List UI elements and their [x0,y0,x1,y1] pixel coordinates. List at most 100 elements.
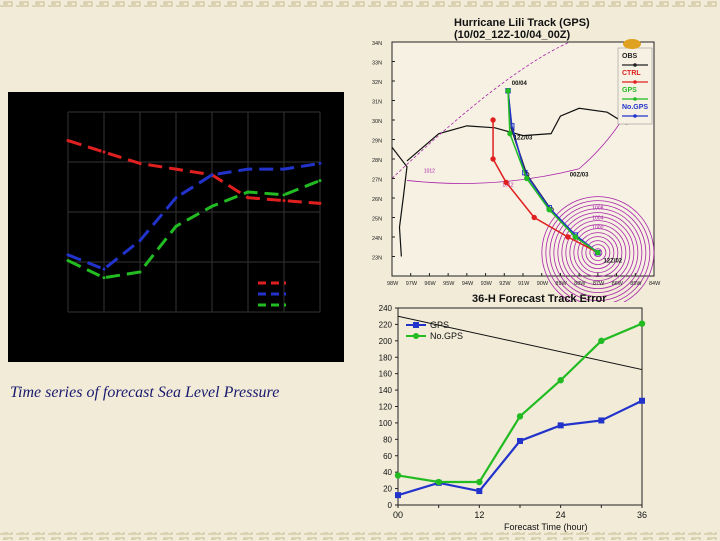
lon-label: 89W [555,281,567,287]
data-point-nogps [516,413,524,420]
pressure-contour [577,232,619,274]
data-point-gps [395,492,401,499]
pressure-contour [589,244,607,262]
track-error-chart: 36-H Forecast Track Error Forecast Time … [379,293,647,532]
legend-label: GPS [430,320,449,330]
slp-point-green [282,193,286,197]
map-legend-label: No.GPS [622,104,648,111]
map-legend-marker [633,97,637,101]
contour-label: 1008 [592,206,603,212]
track-time-label: 00/04 [512,81,528,87]
pressure-contour [581,236,615,270]
y-tick-label: 80 [383,435,392,444]
data-point-nogps [394,472,402,479]
legend-marker [413,333,419,339]
y-tick-label: 220 [379,320,393,329]
slp-point-red [66,139,70,143]
slp-point-blue [138,239,142,243]
track-point-gps [524,175,530,182]
pressure-contour [561,216,635,290]
slp-chart-panel [8,92,344,362]
slp-series-line-green [67,179,321,280]
slp-point-green [138,270,142,274]
track-point-ctrl [565,234,571,240]
map-legend-marker [633,80,637,84]
track-map-title: Hurricane Lili Track (GPS) [454,17,590,29]
slp-point-green [66,259,70,263]
track-time-label: 12Z/03 [514,136,533,142]
pressure-contour [569,224,627,282]
slp-point-red [174,167,178,171]
map-legend-box [617,47,653,125]
slp-point-blue [66,253,70,257]
data-point-nogps [598,337,605,345]
map-legend-label: GPS [622,87,637,94]
y-tick-label: 20 [383,485,392,494]
reference-line [397,315,643,371]
lat-label: 30N [372,119,382,125]
lon-label: 97W [406,281,418,287]
lon-label: 86W [612,281,624,287]
data-point-gps [557,422,564,429]
lat-label: 26N [372,197,382,203]
track-line-gps [507,90,599,254]
track-map-subtitle: (10/02_12Z-10/04_00Z) [454,29,571,41]
logo-blob [623,39,641,49]
track-point-gps [595,249,601,256]
series-line-nogps [397,322,643,484]
lon-label: 91W [518,281,530,287]
y-tick-label: 100 [379,419,393,428]
lat-label: 29N [372,139,382,145]
slp-point-blue [282,167,286,171]
coastline-gulf [406,107,651,162]
data-point-nogps [476,478,483,486]
lon-label: 88W [574,281,586,287]
lon-label: 94W [462,281,474,287]
lat-label: 34N [372,41,382,47]
lon-label: 92W [499,281,511,287]
track-time-label: 00Z/03 [570,173,589,179]
x-tick-label: 36 [637,510,647,520]
y-tick-label: 0 [388,501,393,510]
y-tick-label: 240 [379,304,393,313]
contour-label: 1004 [592,215,603,221]
chart-title: 36-H Forecast Track Error [472,293,607,305]
track-time-label: 12Z/02 [603,258,622,264]
slp-point-blue [210,173,214,177]
slp-point-blue [102,267,106,271]
y-tick-label: 200 [379,337,393,346]
lon-label: 96W [424,281,436,287]
pressure-contour [553,208,643,298]
slp-point-green [210,204,214,208]
x-tick-label: 12 [474,510,484,520]
slp-point-blue [318,161,322,165]
data-point-nogps [638,320,646,327]
y-tick-label: 180 [379,353,393,362]
map-legend-marker [633,63,637,67]
lat-label: 32N [372,80,382,86]
track-point-gps [507,130,513,137]
lon-label: 98W [387,281,399,287]
track-map-panel: Hurricane Lili Track (GPS) (10/02_12Z-10… [370,14,662,310]
legend-label: No.GPS [430,331,463,341]
slp-point-green [174,224,178,228]
track-point-ctrl [503,179,509,186]
slp-series-line-red [67,139,321,205]
contour-label: 1012 [424,169,435,175]
contour-label: 1000 [592,225,603,231]
pressure-contour [573,228,623,278]
lat-label: 23N [372,256,382,262]
data-point-gps [476,488,483,495]
slp-point-blue [246,167,250,171]
legend-marker [413,322,419,328]
lat-label: 28N [372,158,382,164]
slp-point-green [246,190,250,194]
slp-point-blue [174,196,178,200]
track-point-gps [572,234,579,240]
lat-label: 24N [372,236,382,242]
map-legend-label: CTRL [622,70,641,77]
slp-point-red [138,161,142,165]
lat-label: 27N [372,178,382,184]
track-line-ctrl [492,120,599,254]
data-point-nogps [557,377,564,384]
